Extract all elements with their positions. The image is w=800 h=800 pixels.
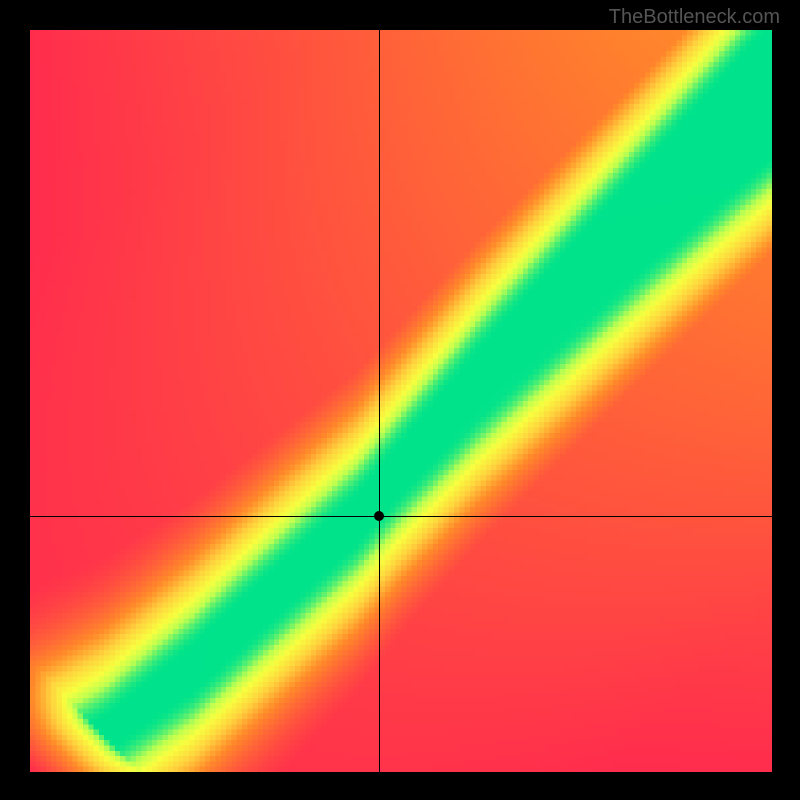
crosshair-vertical [379, 30, 380, 772]
watermark-text: TheBottleneck.com [609, 6, 780, 29]
marker-dot [374, 511, 384, 521]
plot-area [30, 30, 772, 772]
heatmap-canvas [30, 30, 772, 772]
chart-container: TheBottleneck.com [0, 0, 800, 800]
crosshair-horizontal [30, 516, 772, 517]
